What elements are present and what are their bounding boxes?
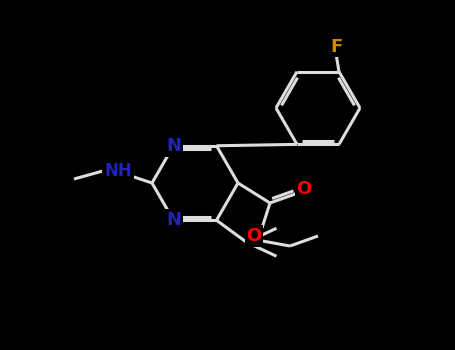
Text: N: N bbox=[166, 137, 181, 155]
Text: O: O bbox=[246, 227, 262, 245]
Text: NH: NH bbox=[104, 162, 132, 180]
Text: O: O bbox=[296, 180, 312, 198]
Text: N: N bbox=[166, 211, 181, 229]
Text: F: F bbox=[330, 38, 342, 56]
